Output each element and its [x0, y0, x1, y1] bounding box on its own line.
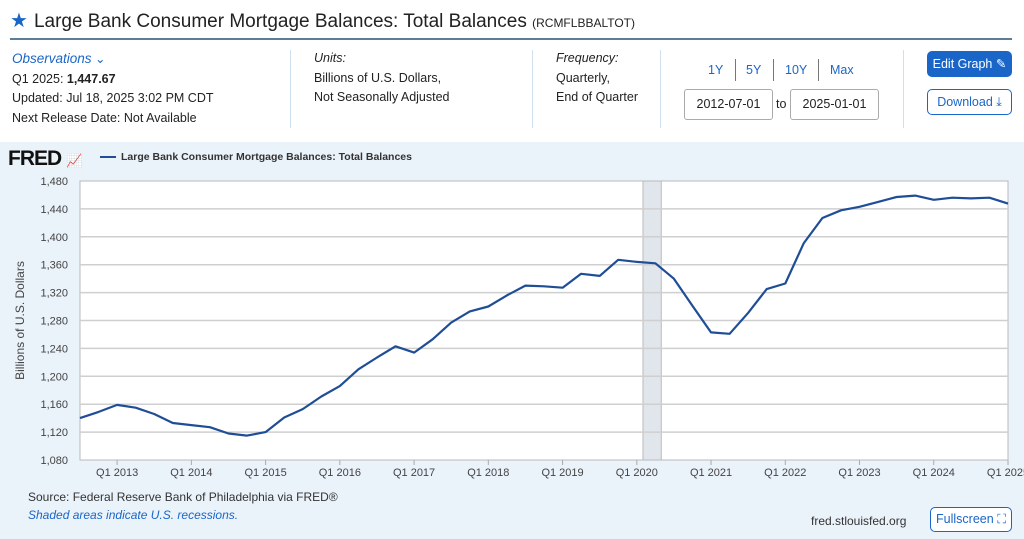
title-divider [10, 38, 1012, 40]
y-tick-label: 1,480 [40, 176, 68, 188]
y-tick-label: 1,080 [40, 455, 68, 467]
legend-label: Large Bank Consumer Mortgage Balances: T… [121, 151, 412, 163]
divider [818, 59, 819, 81]
observations-panel: Observations ⌄ Q1 2025: 1,447.67 Updated… [12, 49, 214, 128]
y-tick-label: 1,320 [40, 288, 68, 300]
x-tick-label: Q1 2015 [244, 467, 286, 479]
x-tick-label: Q1 2025 [987, 467, 1024, 479]
divider [903, 50, 904, 128]
y-tick-label: 1,280 [40, 316, 68, 328]
divider [290, 50, 291, 128]
fullscreen-icon: ⛶ [997, 512, 1006, 526]
x-tick-label: Q1 2013 [96, 467, 138, 479]
y-tick-label: 1,360 [40, 260, 68, 272]
edit-graph-button[interactable]: Edit Graph ✎ [927, 51, 1012, 77]
x-tick-label: Q1 2014 [170, 467, 212, 479]
range-10y-button[interactable]: 10Y [785, 63, 808, 77]
updated-text: Updated: Jul 18, 2025 3:02 PM CDT [12, 91, 214, 105]
y-axis-label: Billions of U.S. Dollars [13, 261, 27, 380]
frequency-panel: Frequency: Quarterly, End of Quarter [556, 49, 638, 108]
frequency-label: Frequency: [556, 51, 619, 65]
x-tick-label: Q1 2019 [541, 467, 583, 479]
x-tick-label: Q1 2016 [319, 467, 361, 479]
line-chart: 1,080 1,120 1,160 1,200 1,240 1,280 1,320 1,360… [13, 176, 1024, 479]
range-1y-button[interactable]: 1Y [708, 63, 724, 77]
divider [735, 59, 736, 81]
units-panel: Units: Billions of U.S. Dollars, Not Sea… [314, 49, 450, 108]
fred-logo-text: FRED [8, 147, 62, 170]
y-tick-label: 1,400 [40, 232, 68, 244]
frequency-line1: Quarterly, [556, 70, 610, 85]
series-title: Large Bank Consumer Mortgage Balances: T… [33, 11, 527, 32]
end-date-input[interactable]: 2025-01-01 [790, 89, 879, 120]
divider [660, 50, 661, 128]
edit-icon: ✎ [995, 57, 1007, 71]
units-label: Units: [314, 51, 346, 65]
download-icon: ⤓ [996, 95, 1002, 109]
download-label: Download [937, 95, 993, 109]
fred-logo: FRED 📈 [8, 147, 82, 171]
units-line2: Not Seasonally Adjusted [314, 90, 450, 104]
y-tick-label: 1,160 [40, 399, 68, 411]
range-max-button[interactable]: Max [830, 63, 854, 77]
chart-icon: 📈 [66, 153, 82, 168]
frequency-line2: End of Quarter [556, 90, 638, 104]
units-line1: Billions of U.S. Dollars, [314, 70, 442, 85]
x-tick-label: Q1 2018 [467, 467, 509, 479]
range-5y-button[interactable]: 5Y [746, 63, 762, 77]
y-tick-label: 1,200 [40, 371, 68, 383]
divider [773, 59, 774, 81]
x-tick-label: Q1 2023 [838, 467, 880, 479]
y-tick-label: 1,120 [40, 427, 68, 439]
start-date-input[interactable]: 2012-07-01 [684, 89, 773, 120]
x-tick-label: Q1 2020 [616, 467, 658, 479]
next-release-text: Next Release Date: Not Available [12, 110, 197, 125]
page-title: ★ Large Bank Consumer Mortgage Balances: … [10, 8, 635, 33]
divider [532, 50, 533, 128]
download-button[interactable]: Download ⤓ [927, 89, 1012, 115]
x-tick-label: Q1 2024 [913, 467, 955, 479]
star-icon[interactable]: ★ [10, 10, 28, 32]
x-tick-label: Q1 2022 [764, 467, 806, 479]
fullscreen-label: Fullscreen [936, 512, 994, 526]
chevron-down-icon[interactable]: ⌄ [95, 52, 106, 66]
x-tick-label: Q1 2017 [393, 467, 435, 479]
fullscreen-button[interactable]: Fullscreen ⛶ [930, 507, 1012, 532]
obs-label: Q1 2025: [12, 71, 64, 86]
y-tick-label: 1,440 [40, 204, 68, 216]
edit-graph-label: Edit Graph [932, 57, 993, 71]
legend-swatch [100, 156, 116, 159]
obs-value: 1,447.67 [66, 71, 116, 86]
site-url[interactable]: fred.stlouisfed.org [811, 514, 907, 528]
chart-legend: Large Bank Consumer Mortgage Balances: T… [100, 151, 412, 163]
series-id: (RCMFLBBALTOT) [532, 16, 636, 30]
recession-note: Shaded areas indicate U.S. recessions. [28, 508, 239, 522]
y-tick-label: 1,240 [40, 343, 68, 355]
observations-link[interactable]: Observations [12, 51, 92, 66]
x-tick-label: Q1 2021 [690, 467, 732, 479]
source-text: Source: Federal Reserve Bank of Philadel… [28, 490, 338, 504]
to-label: to [776, 97, 787, 111]
